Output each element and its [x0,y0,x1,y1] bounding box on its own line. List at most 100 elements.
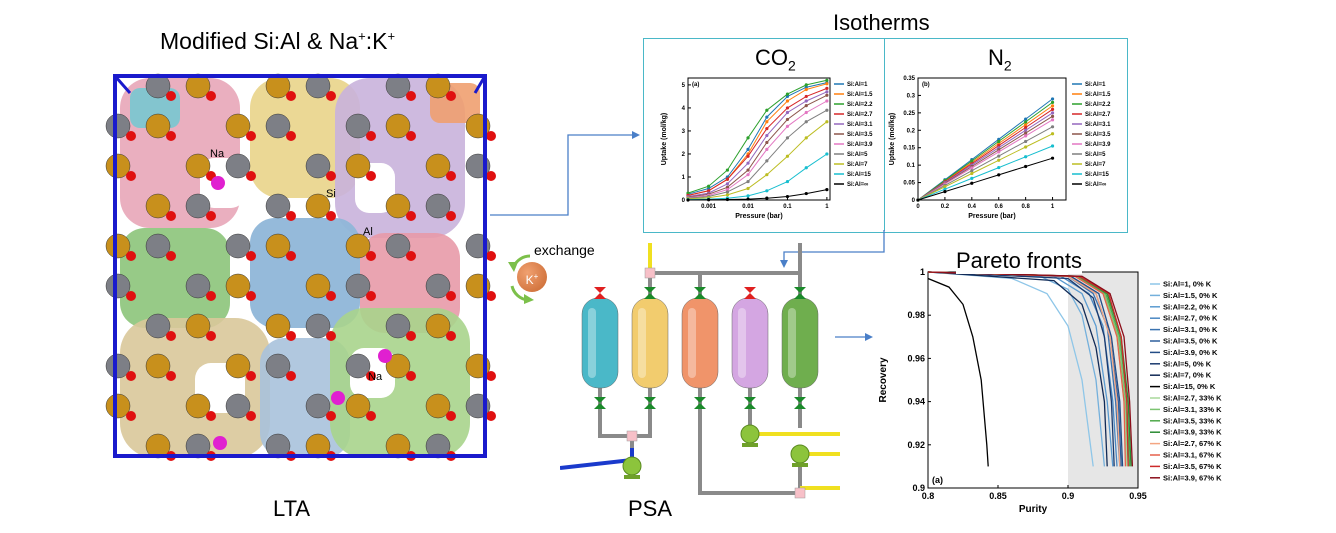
legend-label: Si:Al=1 [847,82,868,88]
o-atom [126,251,136,261]
o-atom [286,131,296,141]
data-point [785,194,790,199]
o-atom [206,411,216,421]
data-point [746,147,750,151]
data-point [765,189,769,193]
al-atom [185,193,211,219]
lta-title-main: Modified Si:Al & Na [160,28,359,54]
si-atom [185,313,211,339]
y-tick-label: 0.98 [907,310,925,320]
series-line [917,119,1053,201]
o-atom [326,331,336,341]
o-atom [366,171,376,181]
o-atom [366,291,376,301]
n2-isotherm-chart: 0 0.2 0.4 0.6 0.8 1 0 0.05 0.1 0.15 0.2 0.25 0.3 0.35… [889,76,1111,220]
x-axis-label: Purity [1019,504,1048,515]
data-point [970,176,974,180]
series-line [687,189,827,201]
o-atom [166,91,176,101]
data-point [1050,132,1055,136]
data-point [1024,128,1028,132]
valve-icon [694,287,706,299]
legend-label: Si:Al=15 [1085,172,1110,178]
legend-label: Si:Al=3.9 [847,142,873,148]
data-point [765,173,769,177]
series-line [917,115,1053,201]
data-point [825,86,829,90]
data-point [970,166,974,170]
valve-icon [794,287,806,299]
legend-label: Si:Al=3.1 [847,122,873,128]
x-tick-label: 0.8 [922,491,935,501]
y-tick-label: 0 [912,198,916,204]
si-atom [105,233,131,259]
legend-label: Si:Al=3.9, 33% K [1163,428,1222,437]
o-atom [326,411,336,421]
si-atom [145,193,171,219]
na-atom [211,176,225,190]
adsorption-column [731,297,769,389]
si-atom [185,393,211,419]
na-atom [331,391,345,405]
series-line [687,91,828,197]
column-highlight [688,308,696,378]
o-atom [326,171,336,181]
data-point [765,147,769,151]
o-atom [366,131,376,141]
data-point [825,152,829,156]
data-point [1024,125,1028,130]
si-atom [345,233,371,259]
al-atom [225,233,251,259]
exchange-arrows [500,248,560,308]
column-highlight [588,308,596,378]
legend-label: Si:Al=2.7 [847,112,873,118]
data-point [825,82,829,86]
data-point [804,110,808,115]
legend-label: Si:Al=1.5 [1085,92,1111,98]
psa-pipe [598,388,634,448]
series-line [687,153,828,200]
data-point [746,186,750,191]
legend-label: Si:Al=2.2, 0% K [1163,302,1218,311]
o-atom [286,371,296,381]
valve-icon [744,397,756,409]
psa-pipe [632,388,652,438]
data-point [785,117,790,122]
o-atom [406,371,416,381]
si-atom [425,313,451,339]
panel-tag: (a) [932,475,943,485]
series-line [917,101,1053,201]
y-tick-label: 3 [682,129,686,135]
exchange-cycle-icon [508,254,534,304]
data-point [1050,111,1055,115]
data-point [1024,164,1028,169]
o-atom [446,291,456,301]
data-point [804,87,808,92]
o-atom [446,91,456,101]
si-atom [385,193,411,219]
legend-label: Si:Al=1, 0% K [1163,280,1212,289]
legend-label: Si:Al=2.7, 33% K [1163,394,1222,403]
series-line [687,82,828,195]
data-point [1050,107,1055,111]
data-point [765,133,769,138]
x-tick-label: 0.1 [783,204,792,210]
lta-title: Modified Si:Al & Na+:K+ [160,28,395,55]
adsorption-column [631,297,669,389]
k-ion: K+ [517,262,547,292]
data-point [746,136,750,140]
data-point [825,108,829,112]
series-line [927,271,1134,467]
data-point [746,154,750,158]
al-atom [425,273,451,299]
data-point [765,140,769,145]
data-point [1024,139,1028,144]
y-tick-label: 4 [682,106,686,112]
o-atom [206,211,216,221]
psa-pipe [698,388,800,495]
o-atom [286,331,296,341]
y-tick-label: 0.05 [903,181,915,187]
series-line [687,94,828,198]
psa-to-pareto-arrow [835,333,873,341]
n2-label-text: N [988,45,1004,70]
